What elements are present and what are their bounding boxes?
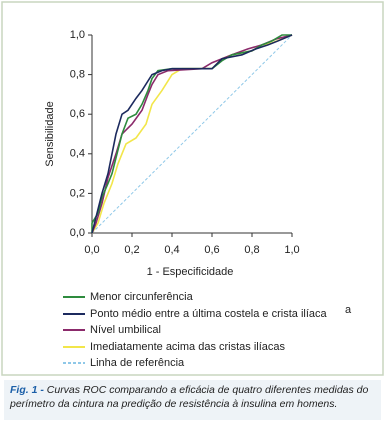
x-tick-label: 0,6 xyxy=(204,244,219,256)
y-tick-label: 0,2 xyxy=(70,187,85,199)
y-tick-label: 0,6 xyxy=(70,108,85,120)
legend-label: Ponto médio entre a última costela e cri… xyxy=(90,308,328,320)
x-tick-label: 1,0 xyxy=(284,244,299,256)
frame xyxy=(1,1,384,376)
y-tick-label: 0,8 xyxy=(70,69,85,81)
roc-curve xyxy=(91,34,293,234)
legend-label: Menor circunferência xyxy=(90,291,194,303)
chart: 1 - Especificidade Sensibilidade a 0,0 0,… xyxy=(1,1,384,376)
x-tick-label: 0,8 xyxy=(244,244,259,256)
annotation: a xyxy=(345,304,352,316)
x-tick-label: 0,4 xyxy=(164,244,179,256)
roc-curve xyxy=(91,34,293,234)
legend-label: Nível umbilical xyxy=(90,324,161,336)
y-axis-label: Sensibilidade xyxy=(44,101,56,166)
y-tick-label: 0,0 xyxy=(70,227,85,239)
caption-text: Curvas ROC comparando a eficácia de quat… xyxy=(10,384,369,410)
roc-curve xyxy=(91,34,293,234)
legend-label: Linha de referência xyxy=(90,357,185,369)
y-tick-label: 1,0 xyxy=(70,29,85,41)
caption: Fig. 1 - Curvas ROC comparando a eficáci… xyxy=(4,380,381,420)
x-tick-label: 0,2 xyxy=(124,244,139,256)
legend-label: Imediatamente acima das cristas ilíacas xyxy=(90,341,286,353)
x-tick-label: 0,0 xyxy=(84,244,99,256)
x-axis-label: 1 - Especificidade xyxy=(147,266,234,278)
caption-label: Fig. 1 - xyxy=(10,384,44,396)
y-tick-label: 0,4 xyxy=(70,148,85,160)
